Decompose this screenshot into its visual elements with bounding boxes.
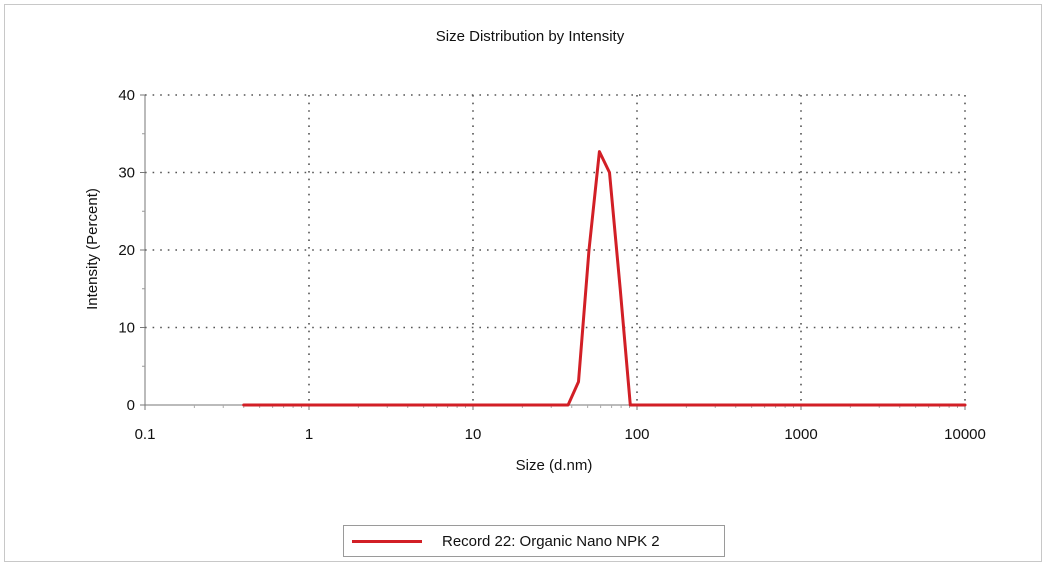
series-line <box>242 150 967 407</box>
y-tick-label: 30 <box>118 165 135 182</box>
x-tick-label: 1 <box>305 426 313 443</box>
tick-labels: 0.1 1 10 100 1000 10000 0 10 20 30 40 <box>118 87 986 443</box>
x-tick-label: 1000 <box>784 426 817 443</box>
y-tick-label: 20 <box>118 242 135 259</box>
x-tick-label: 0.1 <box>135 426 156 443</box>
legend: Record 22: Organic Nano NPK 2 <box>343 525 725 557</box>
axes <box>140 94 966 410</box>
chart-title: Size Distribution by Intensity <box>436 28 625 45</box>
x-axis-label: Size (d.nm) <box>516 457 593 474</box>
legend-label: Record 22: Organic Nano NPK 2 <box>442 532 660 550</box>
legend-swatch <box>352 539 422 543</box>
x-tick-label: 10 <box>465 426 482 443</box>
chart-frame: Size Distribution by Intensity 0.1 1 10 100… <box>4 4 1042 562</box>
grid <box>145 94 966 405</box>
y-tick-label: 0 <box>127 397 135 414</box>
series-layer <box>242 150 967 407</box>
x-tick-label: 100 <box>624 426 649 443</box>
y-axis-label: Intensity (Percent) <box>84 188 101 310</box>
x-tick-label: 10000 <box>944 426 986 443</box>
y-tick-label: 10 <box>118 320 135 337</box>
y-tick-label: 40 <box>118 87 135 104</box>
chart-canvas: Size Distribution by Intensity 0.1 1 10 100… <box>84 28 986 474</box>
